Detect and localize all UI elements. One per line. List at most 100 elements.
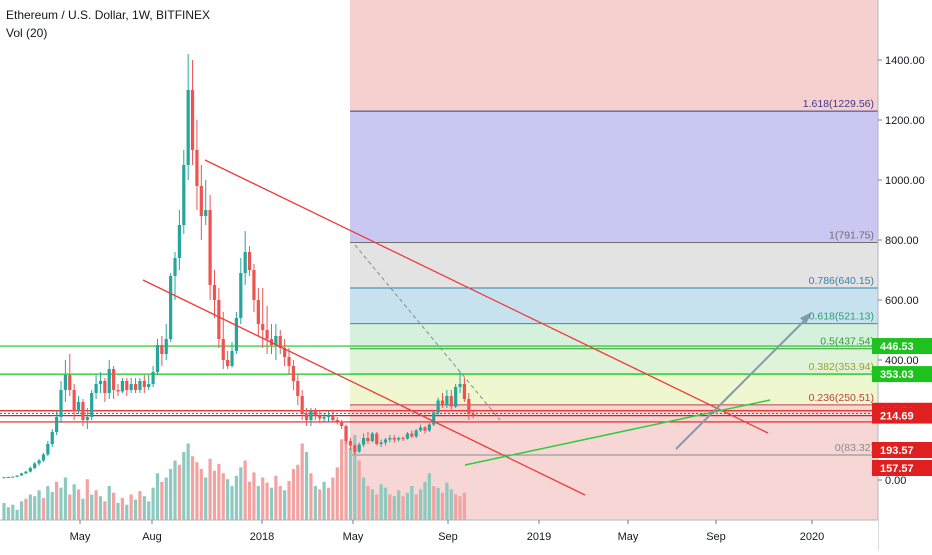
projection-dashed-line (354, 244, 501, 421)
volume-bar (90, 494, 94, 520)
candle-body (388, 438, 392, 440)
volume-bar (278, 486, 282, 520)
price-tick-label: 0.00 (885, 475, 906, 487)
volume-bar (326, 487, 331, 520)
volume-bar (436, 487, 440, 520)
price-axis-bg (878, 0, 932, 550)
volume-bar (239, 467, 243, 520)
candle-body (243, 252, 247, 273)
candle-body (467, 399, 471, 414)
volume-bar (366, 486, 370, 520)
fib-zone (350, 373, 878, 405)
volume-bar (24, 498, 28, 520)
candle-body (226, 360, 230, 366)
volume-bar (313, 486, 317, 520)
candle-body (357, 444, 361, 452)
candle-body (151, 372, 155, 384)
volume-bar (405, 492, 410, 520)
candle-body (230, 351, 234, 366)
volume-bar (212, 470, 217, 520)
fib-label: 0.618(521.13) (809, 311, 874, 323)
volume-bar (335, 467, 339, 520)
volume-bar (291, 469, 296, 520)
volume-bar (348, 447, 353, 520)
time-tick-label: Sep (438, 531, 458, 543)
price-axis[interactable]: 1400.00 1200.00 1000.00 800.00 600.00 400.00 0… (877, 0, 932, 550)
volume-bar (392, 496, 396, 520)
candle-body (471, 414, 475, 416)
candle-body (28, 468, 32, 472)
price-badge-label: 157.57 (880, 463, 914, 475)
volume-bar (182, 452, 186, 520)
time-tick-label: Aug (142, 531, 162, 543)
candle-body (208, 210, 212, 285)
volume-bar (125, 504, 129, 520)
volume-bar (462, 492, 467, 520)
candle-body (348, 441, 353, 446)
volume-bar (388, 494, 392, 520)
volume-label: Vol (20) (6, 26, 48, 40)
price-tick-label: 400.00 (885, 355, 919, 367)
volume-bar (112, 492, 116, 520)
candle-body (322, 417, 326, 419)
price-tick-label: 1400.00 (885, 55, 925, 67)
volume-bar (155, 473, 160, 520)
candle-body (397, 438, 401, 440)
price-badge (872, 366, 932, 383)
candle-body (85, 417, 89, 420)
volume-bar (15, 509, 19, 520)
candle-body (160, 345, 164, 354)
candle-body (375, 433, 379, 444)
volume-bar (427, 473, 431, 520)
volume-bar (401, 496, 405, 520)
volume-bar (50, 491, 54, 520)
time-tick-label: 2020 (800, 531, 824, 543)
volume-bar (37, 490, 41, 520)
candle-body (274, 336, 278, 345)
fib-label: 0.236(250.51) (809, 392, 874, 404)
candle-body (94, 384, 98, 393)
volume-bar (300, 443, 304, 520)
volume-bar (208, 458, 212, 520)
volume-bar (138, 491, 142, 520)
candle-body (353, 445, 357, 452)
volume-bar (383, 487, 388, 520)
time-tick-label: May (70, 531, 91, 543)
price-badge-label: 193.57 (880, 445, 914, 457)
candle-body (392, 438, 396, 440)
price-tick-label: 800.00 (885, 235, 919, 247)
fib-zone (350, 348, 878, 374)
volume-bar (160, 481, 164, 520)
volume-bar (274, 475, 278, 520)
volume-bar (142, 496, 146, 520)
fib-labels: 1.618(1229.56) 1(791.75) 0.786(640.15) 0.61… (803, 98, 874, 454)
candle-body (15, 475, 19, 477)
candle-body (287, 357, 291, 366)
candle-body (164, 339, 168, 354)
chart-title: Ethereum / U.S. Dollar, 1W, BITFINEX (6, 8, 211, 22)
fib-label: 1.618(1229.56) (803, 98, 874, 110)
candle-body (462, 384, 467, 399)
volume-bar (361, 477, 366, 520)
candle-body (72, 390, 76, 411)
fib-label: 0.786(640.15) (809, 275, 874, 287)
candle-body (2, 477, 6, 479)
candle-body (147, 384, 151, 387)
candle-body (361, 438, 366, 445)
candle-body (107, 369, 111, 393)
fib-label: 0(83.32) (835, 442, 874, 454)
candle-body (326, 415, 331, 417)
time-axis[interactable]: May Aug 2018 May Sep 2019 May Sep 2020 (0, 519, 878, 550)
support-trendline (464, 399, 771, 466)
candle-body (173, 258, 177, 276)
price-tick-label: 600.00 (885, 295, 919, 307)
fib-zone (350, 242, 878, 288)
volume-bar (129, 494, 133, 520)
volume-bar (195, 462, 199, 520)
volume-bar (454, 494, 458, 520)
volume-bar (46, 486, 50, 520)
fib-zone-top (350, 0, 878, 112)
volume-bar (33, 496, 37, 520)
